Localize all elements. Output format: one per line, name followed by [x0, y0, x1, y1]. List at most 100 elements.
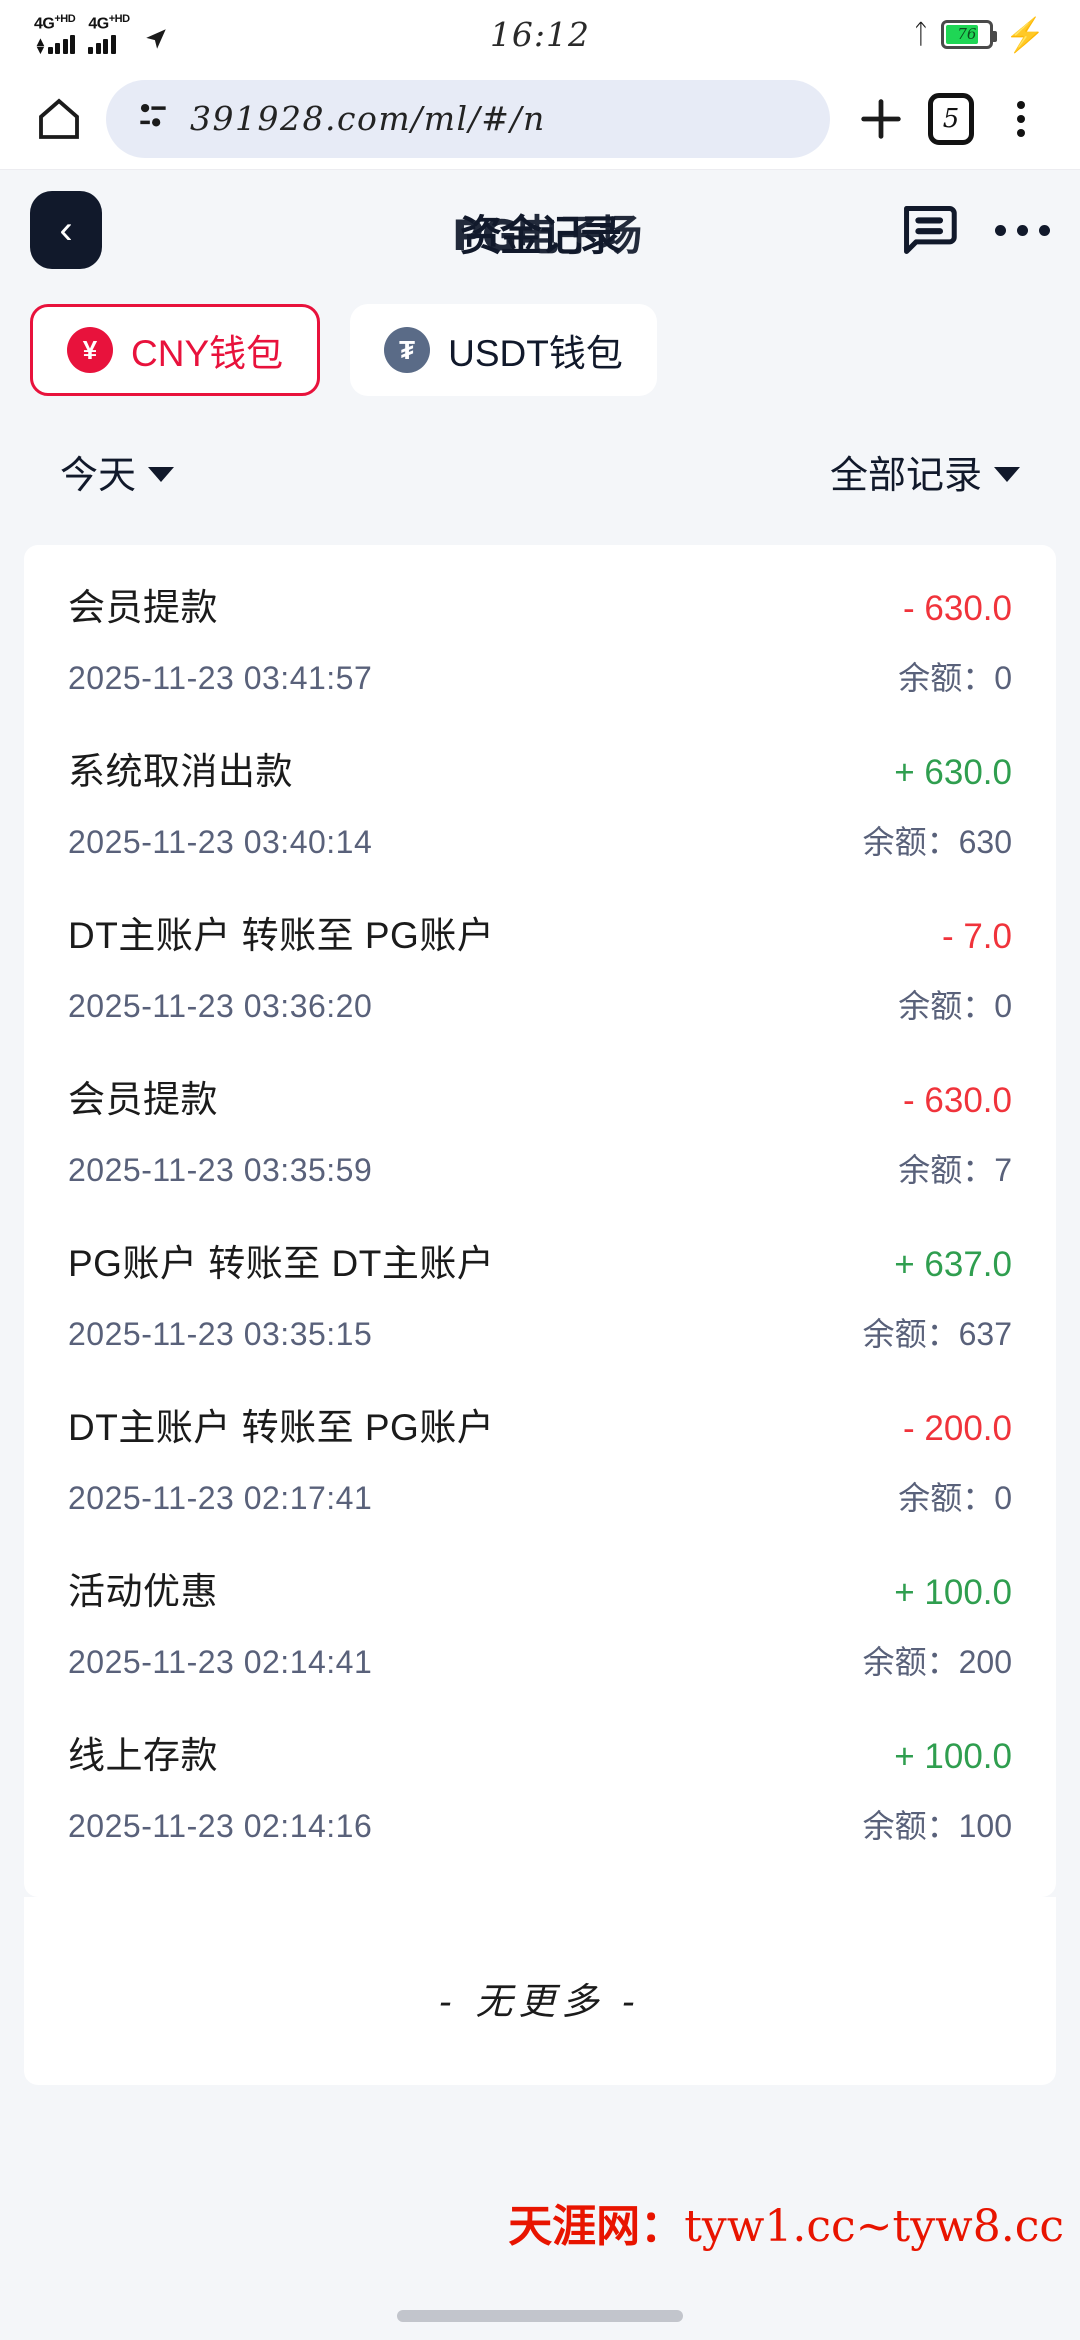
table-row[interactable]: 系统取消出款 + 630.0 2025-11-23 03:40:14 余额：630 — [24, 719, 1056, 883]
battery-fill — [945, 24, 978, 44]
end-of-list-label: - 无更多 - — [24, 1897, 1056, 2025]
transaction-amount: + 630.0 — [894, 753, 1012, 792]
record-type-filter-label: 全部记录 — [829, 455, 982, 497]
transaction-timestamp: 2025-11-23 03:41:57 — [68, 660, 373, 696]
balance-value: 0 — [994, 1480, 1012, 1516]
plus-icon[interactable] — [848, 86, 914, 152]
watermark: 天涯网：tyw1.cc~tyw8.cc — [0, 2190, 1080, 2254]
browser-toolbar: 391928.com/ml/#/n 5 — [0, 68, 1080, 170]
transaction-timestamp: 2025-11-23 03:36:20 — [68, 988, 373, 1024]
table-row[interactable]: DT主账户 转账至 PG账户 - 7.0 2025-11-23 03:36:20 余额… — [24, 883, 1056, 1047]
balance-label: 余额： — [898, 1152, 995, 1188]
app-header: ‹ 资金记录 PG电子场 — [0, 170, 1080, 290]
balance-label: 余额： — [898, 1480, 995, 1516]
chevron-left-icon: ‹ — [59, 208, 73, 252]
transaction-timestamp: 2025-11-23 03:35:59 — [68, 1152, 373, 1188]
transaction-balance: 余额：0 — [898, 981, 1012, 1027]
table-row[interactable]: DT主账户 转账至 PG账户 - 200.0 2025-11-23 02:17:41… — [24, 1375, 1056, 1539]
transaction-title: PG账户 转账至 DT主账户 — [68, 1243, 495, 1284]
home-indicator[interactable] — [397, 2310, 683, 2322]
transaction-timestamp: 2025-11-23 03:35:15 — [68, 1316, 373, 1352]
transaction-amount: + 637.0 — [894, 1245, 1012, 1284]
transaction-amount: + 100.0 — [894, 1573, 1012, 1612]
transaction-title: 会员提款 — [68, 1079, 218, 1120]
table-row[interactable]: 线上存款 + 100.0 2025-11-23 02:14:16 余额：100 — [24, 1703, 1056, 1867]
tab-counter-button[interactable]: 5 — [918, 86, 984, 152]
status-bar-left: 4G+HD ▲ ▼ 4G+HD — [34, 12, 169, 56]
balance-label: 余额： — [862, 1644, 959, 1680]
transaction-balance: 余额：100 — [863, 1801, 1012, 1847]
chat-bubble-icon[interactable] — [897, 201, 959, 259]
transaction-balance: 余额：7 — [898, 1145, 1012, 1191]
transaction-balance: 余额：0 — [898, 1473, 1012, 1519]
transaction-list: 会员提款 - 630.0 2025-11-23 03:41:57 余额：0 系统取消出款… — [24, 545, 1056, 1897]
url-bar[interactable]: 391928.com/ml/#/n — [106, 79, 830, 158]
balance-value: 630 — [958, 824, 1012, 860]
status-bar-right: ᛏ 76 ⚡ — [913, 18, 1046, 51]
wallet-tabs: ¥ CNY钱包 ₮ USDT钱包 — [0, 290, 1080, 396]
transaction-amount: - 200.0 — [903, 1409, 1012, 1448]
signal-bars-sim1-icon — [47, 35, 76, 55]
wallet-tab-usdt[interactable]: ₮ USDT钱包 — [350, 304, 657, 396]
end-of-list-section: - 无更多 - — [24, 1897, 1056, 2085]
signal-indicator-sim2: 4G+HD — [88, 12, 130, 55]
back-button[interactable]: ‹ — [30, 191, 102, 269]
balance-label: 余额： — [862, 1808, 959, 1844]
usdt-coin-icon: ₮ — [384, 327, 431, 373]
network-type-sim1-label: 4G+HD — [34, 12, 76, 33]
more-horizontal-icon[interactable] — [995, 224, 1050, 236]
transaction-timestamp: 2025-11-23 02:14:16 — [68, 1808, 373, 1844]
transaction-timestamp: 2025-11-23 02:14:41 — [68, 1644, 373, 1680]
date-filter-dropdown[interactable]: 今天 — [60, 444, 175, 499]
transaction-amount: + 100.0 — [894, 1737, 1012, 1776]
transaction-title: 线上存款 — [68, 1735, 218, 1776]
transaction-amount: - 7.0 — [941, 917, 1012, 956]
balance-value: 200 — [958, 1644, 1012, 1680]
wallet-tab-cny[interactable]: ¥ CNY钱包 — [30, 304, 321, 396]
url-text[interactable]: 391928.com/ml/#/n — [190, 99, 546, 138]
transaction-title: 活动优惠 — [68, 1571, 218, 1612]
network-type-sim2-label: 4G+HD — [88, 12, 130, 33]
record-type-filter-dropdown[interactable]: 全部记录 — [830, 444, 1020, 499]
battery-percent-label: 76 — [957, 25, 977, 43]
balance-label: 余额： — [898, 988, 995, 1024]
home-icon[interactable] — [26, 86, 92, 152]
navigation-icon — [143, 26, 169, 52]
charging-bolt-icon: ⚡ — [1004, 15, 1046, 53]
date-filter-label: 今天 — [60, 455, 137, 497]
battery-icon: 76 — [940, 19, 997, 49]
transaction-title: DT主账户 转账至 PG账户 — [68, 915, 495, 956]
transaction-title: 会员提款 — [68, 587, 218, 628]
transaction-title: 系统取消出款 — [68, 751, 293, 792]
filter-row: 今天 全部记录 — [0, 396, 1080, 545]
balance-label: 余额： — [898, 660, 995, 696]
transaction-balance: 余额：630 — [863, 817, 1012, 863]
transaction-amount: - 630.0 — [903, 589, 1012, 628]
balance-value: 7 — [994, 1152, 1012, 1188]
transaction-balance: 余额：637 — [863, 1309, 1012, 1355]
page-info-icon[interactable] — [134, 97, 172, 140]
table-row[interactable]: 活动优惠 + 100.0 2025-11-23 02:14:41 余额：200 — [24, 1539, 1056, 1703]
chevron-down-icon — [994, 467, 1020, 482]
app-header-actions — [897, 201, 1050, 259]
kebab-menu-icon[interactable] — [988, 86, 1054, 152]
table-row[interactable]: 会员提款 - 630.0 2025-11-23 03:41:57 余额：0 — [24, 555, 1056, 719]
transaction-balance: 余额：0 — [898, 653, 1012, 699]
bluetooth-icon: ᛏ — [912, 18, 929, 49]
balance-value: 637 — [958, 1316, 1012, 1352]
table-row[interactable]: 会员提款 - 630.0 2025-11-23 03:35:59 余额：7 — [24, 1047, 1056, 1211]
balance-label: 余额： — [862, 824, 959, 860]
signal-bars-sim2-icon — [88, 35, 116, 55]
table-row[interactable]: PG账户 转账至 DT主账户 + 637.0 2025-11-23 03:35:15… — [24, 1211, 1056, 1375]
balance-label: 余额： — [862, 1316, 959, 1352]
status-bar: 4G+HD ▲ ▼ 4G+HD 16:12 ᛏ 76 — [0, 0, 1080, 68]
transaction-title: DT主账户 转账至 PG账户 — [68, 1407, 495, 1448]
wallet-tab-usdt-label: USDT钱包 — [448, 333, 623, 374]
tab-count-label[interactable]: 5 — [928, 92, 974, 145]
transaction-amount: - 630.0 — [903, 1081, 1012, 1120]
wallet-tab-cny-label: CNY钱包 — [131, 333, 284, 374]
cny-coin-icon: ¥ — [67, 327, 113, 373]
transaction-timestamp: 2025-11-23 02:17:41 — [68, 1480, 373, 1516]
transaction-timestamp: 2025-11-23 03:40:14 — [68, 824, 373, 860]
